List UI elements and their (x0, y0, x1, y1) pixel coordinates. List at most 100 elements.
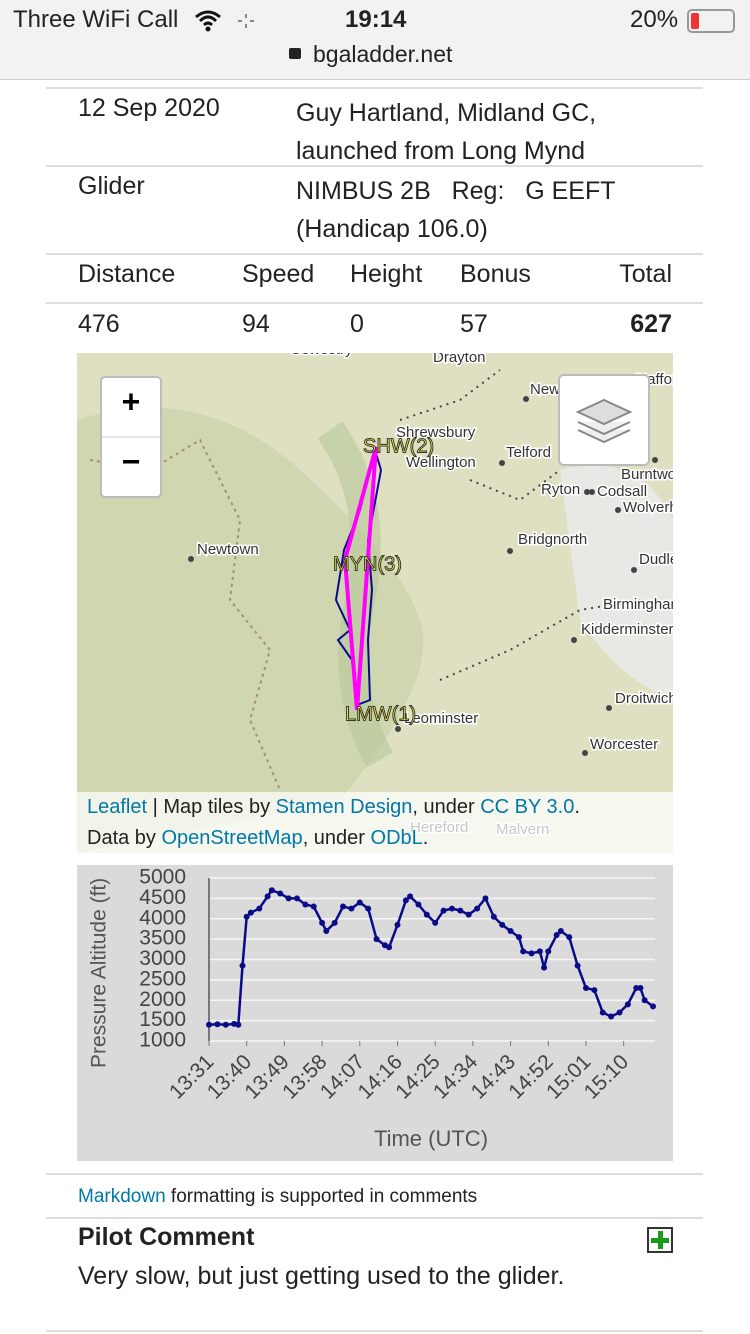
altitude-point (457, 907, 464, 914)
place-label: Burntwood (621, 466, 693, 483)
altitude-point (624, 1001, 631, 1008)
y-axis-label: Pressure Altitude (ft) (88, 878, 111, 1068)
altitude-point (323, 927, 330, 934)
altitude-point (423, 911, 430, 918)
place-label: Codsall (597, 483, 647, 500)
place-label: Dudley (639, 551, 686, 568)
place-label: Wellington (406, 454, 476, 471)
altitude-point (247, 909, 254, 916)
altitude-point (206, 1021, 212, 1028)
altitude-point (541, 964, 548, 971)
attribution-part: . (422, 827, 429, 849)
attribution-part[interactable]: Leaflet (87, 796, 148, 818)
divider (46, 165, 703, 167)
place-dot (615, 507, 621, 513)
place-dot (523, 396, 529, 402)
score-header: Speed (242, 260, 315, 288)
place-dot (584, 489, 590, 495)
y-tick-label: 4000 (139, 906, 186, 929)
place-dot (499, 460, 505, 466)
altitude-point (465, 911, 472, 918)
altitude-point (582, 985, 589, 992)
add-comment[interactable] (647, 1227, 673, 1253)
attribution-part[interactable]: CC BY 3.0 (480, 796, 575, 818)
altitude-point (356, 899, 363, 906)
place-label: Worcester (590, 736, 658, 753)
place-label: Bridgnorth (518, 531, 587, 548)
place-dot (589, 489, 595, 495)
wifi-icon (195, 10, 254, 32)
zoom-in[interactable]: + (122, 383, 141, 419)
attribution-part[interactable]: Stamen Design (275, 796, 413, 818)
altitude-point (365, 905, 372, 912)
altitude-point (285, 895, 292, 902)
altitude-point (394, 921, 401, 928)
place-dot (606, 705, 612, 711)
place-label: Oswestry (290, 353, 353, 358)
comment-text: Very slow, but just getting used to the … (78, 1262, 565, 1290)
glider-label: Glider (78, 172, 145, 200)
altitude-point (574, 962, 581, 969)
map-and-chart: OswestryDraytonNewportStaffordShrewsbury… (77, 353, 728, 1161)
altitude-point (264, 893, 271, 900)
place-dot (582, 750, 588, 756)
altitude-point (235, 1021, 242, 1028)
altitude-point (302, 901, 309, 908)
attribution-part: Data by (87, 827, 162, 849)
divider (46, 1173, 703, 1175)
turnpoint-label: SHW(2) (363, 435, 434, 457)
glider: NIMBUS 2B Reg: G EEFT (Handicap 106.0) (296, 177, 623, 243)
altitude-point (641, 997, 648, 1004)
lock-icon (289, 48, 301, 59)
score-header: Distance (78, 260, 176, 288)
y-tick-label: 2500 (139, 967, 186, 990)
altitude-point (536, 948, 543, 955)
altitude-point (507, 927, 514, 934)
altitude-point (440, 907, 447, 914)
urban (560, 465, 673, 700)
altitude-point (340, 903, 347, 910)
altitude-point (633, 985, 640, 992)
place-label: Newtown (197, 541, 259, 558)
y-tick-label: 3500 (139, 927, 186, 950)
attribution-part[interactable]: ODbL (370, 827, 423, 849)
altitude-chart: 10001500200025003000350040004500500013:3… (77, 865, 673, 1161)
zoom-out[interactable]: − (122, 443, 141, 479)
altitude-point (482, 895, 489, 902)
place-dot (507, 548, 513, 554)
place-label: Kidderminster (581, 621, 674, 638)
task-line (342, 446, 378, 711)
battery-icon (687, 9, 735, 33)
url[interactable]: bgaladder.net (313, 41, 453, 67)
layers-button[interactable] (558, 374, 650, 466)
place-label: Shrewsbury (396, 424, 476, 441)
altitude-point (616, 1009, 623, 1016)
date: 12 Sep 2020 (78, 94, 220, 122)
map[interactable]: OswestryDraytonNewportStaffordShrewsbury… (77, 353, 728, 853)
attribution-part[interactable]: OpenStreetMap (161, 827, 303, 849)
altitude-point (402, 897, 409, 904)
altitude-point (331, 919, 338, 926)
attribution-part: , under (412, 796, 481, 818)
y-tick-label: 2000 (139, 988, 186, 1011)
pilot: Guy Hartland, Midland GC, launched from … (296, 99, 597, 165)
map-attribution: Leaflet | Map tiles by Stamen Design, un… (77, 792, 673, 853)
altitude-point (432, 919, 439, 926)
altitude-point (474, 905, 481, 912)
altitude-point (515, 934, 522, 941)
altitude-point (239, 962, 246, 969)
altitude-point (591, 987, 598, 994)
y-tick-label: 3000 (139, 947, 186, 970)
altitude-point (608, 1013, 615, 1020)
score-value: 57 (460, 310, 488, 338)
altitude-point (499, 921, 506, 928)
divider (46, 87, 703, 89)
score-header: Total (619, 260, 672, 288)
comment-title: Pilot Comment (78, 1223, 255, 1251)
place-label: Wolverhampton (623, 499, 728, 516)
turnpoint-label: LMW(1) (345, 703, 416, 725)
score-header: Bonus (460, 260, 531, 288)
markdown-link[interactable]: Markdown (78, 1186, 166, 1207)
altitude-point (386, 944, 393, 951)
